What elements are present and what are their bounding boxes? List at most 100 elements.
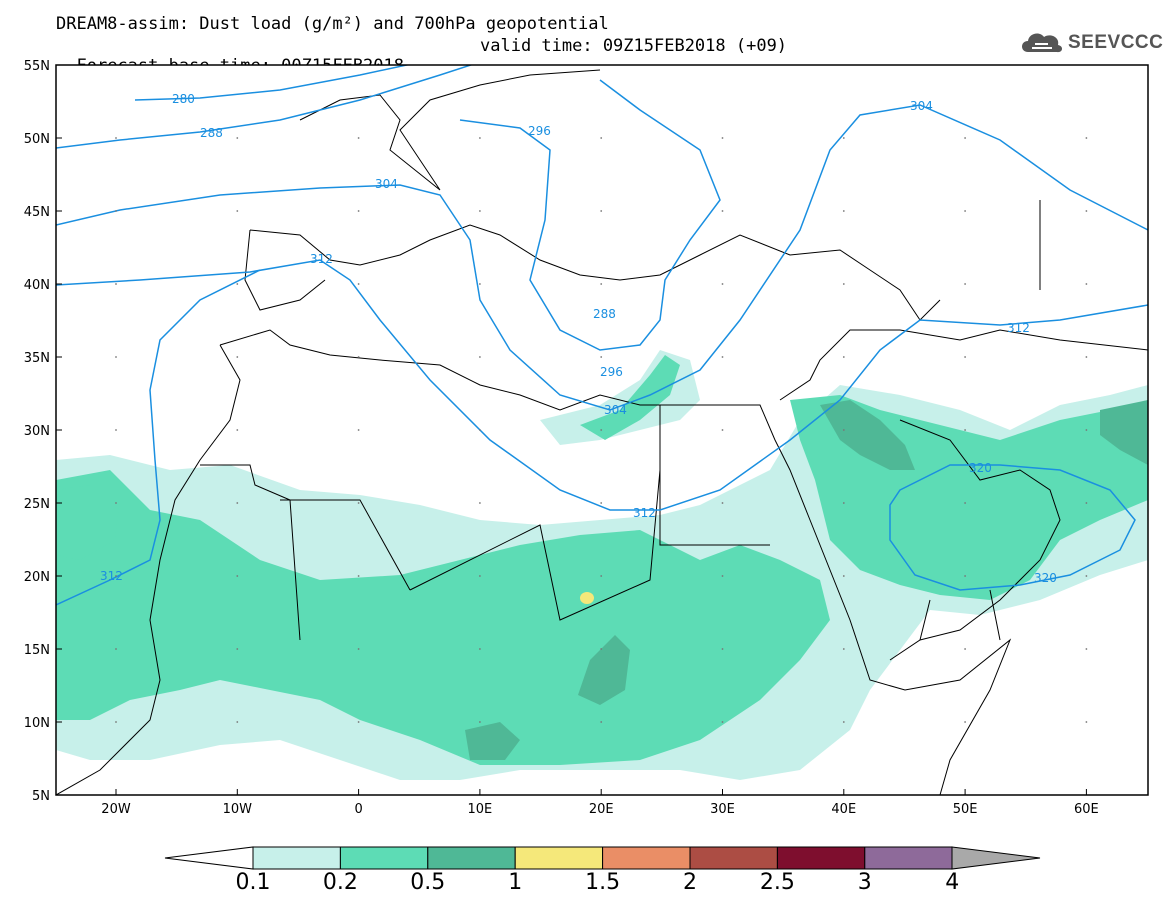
graticule-dot xyxy=(115,137,117,139)
colorbar-label: 0.5 xyxy=(410,870,446,895)
colorbar-swatch xyxy=(689,846,778,870)
contour-288 xyxy=(56,65,474,149)
colorbar-label: 1.5 xyxy=(585,870,621,895)
graticule-dot xyxy=(236,429,239,431)
contour-label: 304 xyxy=(910,99,933,113)
graticule-dot xyxy=(357,283,360,285)
colorbar-swatch xyxy=(776,846,866,870)
graticule-dot xyxy=(236,502,239,504)
graticule-dot xyxy=(236,356,239,358)
graticule-dot xyxy=(600,356,603,358)
graticule-dot xyxy=(115,721,117,723)
colorbar-min-arrow xyxy=(164,846,254,870)
lat-label: 35N xyxy=(24,351,50,366)
graticule-dot xyxy=(842,283,845,285)
graticule-dot xyxy=(1085,137,1088,139)
graticule-dot xyxy=(357,137,360,139)
dust-region-dense-nigeria xyxy=(465,722,520,760)
lon-label: 20E xyxy=(589,802,614,817)
lon-label: 10W xyxy=(223,802,253,817)
contour-label: 320 xyxy=(969,461,992,475)
colorbar-label: 2.5 xyxy=(759,870,795,895)
graticule-dot xyxy=(721,721,724,723)
contour-label: 320 xyxy=(1034,571,1057,585)
logo-text: SEEVCCC xyxy=(1068,32,1164,53)
graticule-dot xyxy=(842,137,845,139)
lat-label: 30N xyxy=(24,424,50,439)
colorbar-boxes xyxy=(252,846,953,870)
graticule-dot xyxy=(1085,502,1088,504)
dust-region-dense-iran xyxy=(1100,400,1148,465)
graticule-dot xyxy=(721,137,724,139)
graticule-dot xyxy=(721,575,724,577)
contour-label: 312 xyxy=(100,569,123,583)
graticule-dot xyxy=(842,356,845,358)
contour-312-south xyxy=(56,269,261,606)
graticule-dot xyxy=(1085,721,1088,723)
lat-label: 55N xyxy=(24,59,50,74)
contour-312 xyxy=(56,259,1148,511)
border-egypt-sudan xyxy=(659,200,1041,641)
graticule-dot xyxy=(721,648,724,650)
graticule-dot xyxy=(600,721,603,723)
graticule-dot xyxy=(1085,648,1088,650)
dust-region-peak xyxy=(580,592,594,604)
lon-label: 60E xyxy=(1074,802,1099,817)
dust-region-dense-arabia xyxy=(820,400,915,470)
contour-280 xyxy=(134,65,411,101)
dust-region-medium-libya xyxy=(580,355,680,440)
colorbar-max-arrow xyxy=(951,846,1041,870)
graticule-dot xyxy=(236,283,239,285)
colorbar xyxy=(164,846,1041,870)
contour-label: 304 xyxy=(375,177,398,191)
graticule-dot xyxy=(964,283,966,285)
graticule-dot xyxy=(842,502,845,504)
graticule-dot xyxy=(842,648,845,650)
graticule-dot xyxy=(600,137,603,139)
graticule-dot xyxy=(115,648,117,650)
dust-region-medium-atlantic xyxy=(56,485,120,560)
graticule-dot xyxy=(357,429,360,431)
contour-296 xyxy=(459,79,721,351)
lon-label: 10E xyxy=(468,802,493,817)
graticule-dot xyxy=(600,283,603,285)
contour-304-west xyxy=(56,104,1148,411)
colorbar-swatch xyxy=(427,846,516,870)
graticule-dot xyxy=(479,356,481,358)
lat-label: 15N xyxy=(24,643,50,658)
graticule-dot xyxy=(479,283,481,285)
contour-label: 304 xyxy=(604,403,627,417)
graticule-dot xyxy=(115,575,117,577)
graticule-dot xyxy=(115,356,117,358)
graticule-dot xyxy=(600,648,603,650)
graticule-dot xyxy=(479,502,481,504)
valid-time: valid time: 09Z15FEB2018 (+09) xyxy=(480,36,788,56)
colorbar-swatch xyxy=(514,846,604,870)
graticule-dot xyxy=(721,502,724,504)
graticule-dot xyxy=(236,575,239,577)
longitude-labels: 20W 10W 0 10E 20E 30E 40E 50E 60E xyxy=(101,789,1099,817)
graticule-dot xyxy=(1085,283,1088,285)
lon-label: 30E xyxy=(710,802,735,817)
graticule-dot xyxy=(357,502,360,504)
coastline-europe xyxy=(244,69,941,321)
graticule-dot xyxy=(357,575,360,577)
cloud-icon xyxy=(1022,33,1063,53)
graticule-dot xyxy=(600,429,603,431)
contour-label: 312 xyxy=(310,252,333,266)
contour-label: 296 xyxy=(528,124,551,138)
graticule-dot xyxy=(479,575,481,577)
contour-label: 312 xyxy=(633,506,656,520)
lon-label: 0 xyxy=(354,802,362,817)
graticule-dot xyxy=(1085,356,1088,358)
graticule-dot xyxy=(842,429,845,431)
contour-320 xyxy=(889,464,1136,591)
graticule-dot xyxy=(721,429,724,431)
graticule-dot xyxy=(842,721,845,723)
graticule-dot xyxy=(357,210,360,212)
contour-labels: 280 288 296 304 312 288 296 304 312 304 … xyxy=(100,92,1057,585)
graticule-dot xyxy=(600,210,603,212)
graticule-dot xyxy=(964,137,966,139)
lat-label: 10N xyxy=(24,716,50,731)
map-title: DREAM8-assim: Dust load (g/m²) and 700hP… xyxy=(56,14,609,34)
